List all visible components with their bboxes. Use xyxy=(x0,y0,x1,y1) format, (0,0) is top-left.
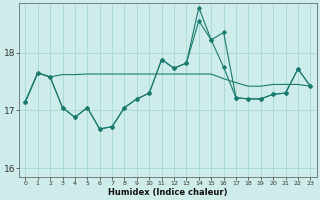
X-axis label: Humidex (Indice chaleur): Humidex (Indice chaleur) xyxy=(108,188,228,197)
